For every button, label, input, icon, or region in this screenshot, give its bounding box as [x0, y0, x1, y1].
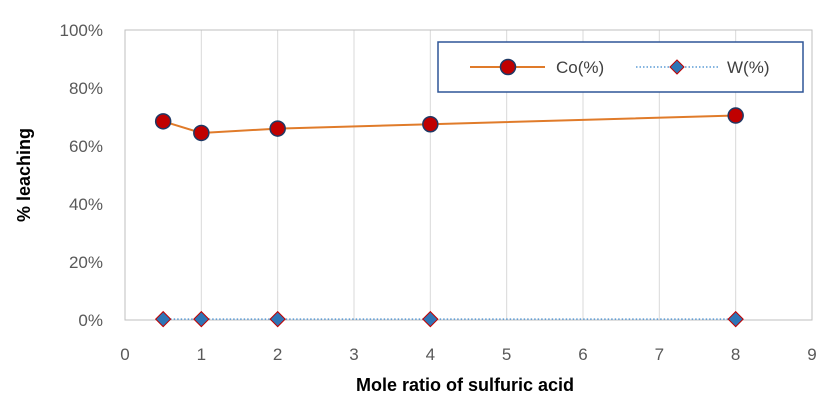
x-tick-label: 6 — [578, 345, 587, 364]
x-tick-label: 7 — [655, 345, 664, 364]
y-tick-label: 20% — [69, 253, 103, 272]
data-point-w — [193, 310, 210, 328]
data-point-w — [422, 310, 439, 328]
y-tick-label: 40% — [69, 195, 103, 214]
x-tick-label: 4 — [426, 345, 435, 364]
data-point-co — [269, 120, 286, 137]
data-point-co — [422, 116, 439, 133]
x-tick-label: 2 — [273, 345, 282, 364]
x-axis-title: Mole ratio of sulfuric acid — [356, 375, 574, 395]
x-tick-labels: 0 1 2 3 4 5 6 7 8 9 — [120, 345, 816, 364]
data-point-w — [269, 310, 286, 328]
series-line-0 — [162, 114, 736, 134]
legend-label-w: W(%) — [727, 58, 769, 77]
series-layer — [154, 107, 744, 328]
data-point-w — [154, 310, 172, 328]
legend-marker-w — [669, 59, 685, 75]
x-tick-label: 5 — [502, 345, 511, 364]
data-point-w — [727, 310, 744, 328]
plot-frame — [124, 29, 813, 321]
y-tick-labels: 0% 20% 40% 60% 80% 100% — [60, 21, 103, 330]
legend-label-co: Co(%) — [556, 58, 604, 77]
y-tick-label: 60% — [69, 137, 103, 156]
y-tick-label: 80% — [69, 79, 103, 98]
x-tick-label: 0 — [120, 345, 129, 364]
y-tick-label: 100% — [60, 21, 103, 40]
x-tick-label: 8 — [731, 345, 740, 364]
data-point-co — [193, 124, 210, 142]
x-tick-label: 1 — [197, 345, 206, 364]
data-point-co — [727, 107, 744, 124]
legend-marker-co — [499, 58, 517, 76]
legend: Co(%) W(%) — [437, 41, 804, 93]
y-axis-title: % leaching — [14, 128, 34, 222]
y-tick-label: 0% — [78, 311, 103, 330]
x-tick-label: 9 — [807, 345, 816, 364]
x-tick-label: 3 — [349, 345, 358, 364]
data-point-co — [154, 113, 172, 130]
